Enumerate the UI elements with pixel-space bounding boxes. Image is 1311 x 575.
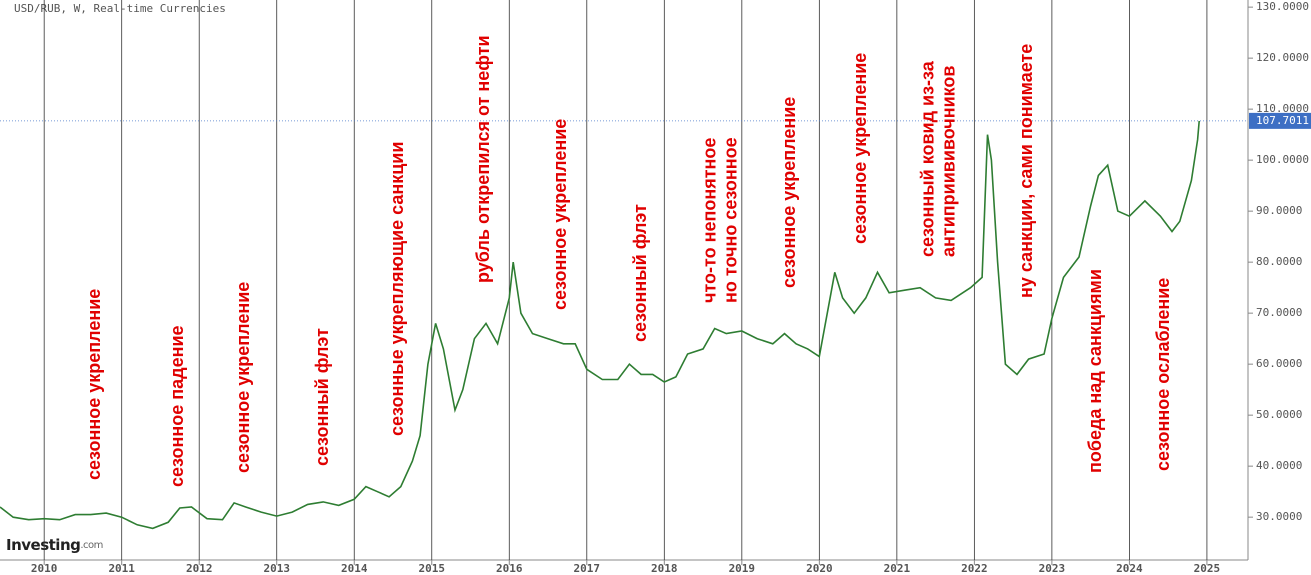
x-tick-label: 2018: [651, 562, 678, 575]
x-tick-label: 2010: [31, 562, 58, 575]
y-tick-label: 60.0000: [1256, 357, 1302, 370]
annotation: сезонное ослабление: [1153, 278, 1173, 471]
x-tick-label: 2017: [574, 562, 601, 575]
chart-title: USD/RUB, W, Real-time Currencies: [14, 2, 226, 15]
x-tick-label: 2019: [729, 562, 756, 575]
x-tick-label: 2024: [1116, 562, 1143, 575]
last-value-label: 107.7011: [1256, 114, 1309, 127]
annotation: сезонные укрепляющие санкции: [387, 142, 407, 436]
y-tick-label: 110.0000: [1256, 102, 1309, 115]
y-tick-label: 30.0000: [1256, 510, 1302, 523]
annotation: что-то непонятное: [699, 138, 719, 303]
annotation: сезонное падение: [167, 325, 187, 487]
y-tick-label: 90.0000: [1256, 204, 1302, 217]
y-tick-label: 40.0000: [1256, 459, 1302, 472]
annotation: сезонное укрепление: [550, 119, 570, 310]
x-tick-label: 2023: [1039, 562, 1066, 575]
x-tick-label: 2021: [884, 562, 911, 575]
x-tick-label: 2012: [186, 562, 213, 575]
x-tick-label: 2025: [1194, 562, 1221, 575]
x-tick-label: 2022: [961, 562, 988, 575]
y-tick-label: 120.0000: [1256, 51, 1309, 64]
x-tick-label: 2014: [341, 562, 368, 575]
annotation: но точно сезонное: [720, 137, 740, 303]
annotation: сезонное укрепление: [850, 53, 870, 244]
annotation: сезонное укрепление: [779, 97, 799, 288]
watermark-main: Investing: [6, 536, 80, 554]
annotation: антиприививочников: [938, 66, 958, 258]
x-tick-label: 2011: [108, 562, 135, 575]
y-tick-label: 70.0000: [1256, 306, 1302, 319]
last-value-box: [1249, 112, 1311, 129]
x-tick-label: 2020: [806, 562, 833, 575]
y-tick-label: 50.0000: [1256, 408, 1302, 421]
x-tick-label: 2015: [419, 562, 446, 575]
x-tick-label: 2016: [496, 562, 523, 575]
price-line: [0, 120, 1200, 530]
annotation: сезонный флэт: [312, 328, 332, 466]
annotation: сезонное укрепление: [233, 282, 253, 473]
annotation: сезонный ковид из-за: [917, 60, 937, 257]
watermark: Investing.com: [6, 536, 103, 554]
annotation: сезонный флэт: [630, 204, 650, 342]
y-tick-label: 130.0000: [1256, 0, 1309, 13]
watermark-suffix: .com: [80, 540, 103, 551]
y-tick-label: 80.0000: [1256, 255, 1302, 268]
y-tick-label: 100.0000: [1256, 153, 1309, 166]
annotation: победа над санкциями: [1085, 269, 1105, 473]
annotation: сезонное укрепление: [84, 289, 104, 480]
annotation: рубль открепился от нефти: [473, 35, 493, 283]
x-tick-label: 2013: [263, 562, 290, 575]
annotation: ну санкции, сами понимаете: [1016, 44, 1036, 298]
